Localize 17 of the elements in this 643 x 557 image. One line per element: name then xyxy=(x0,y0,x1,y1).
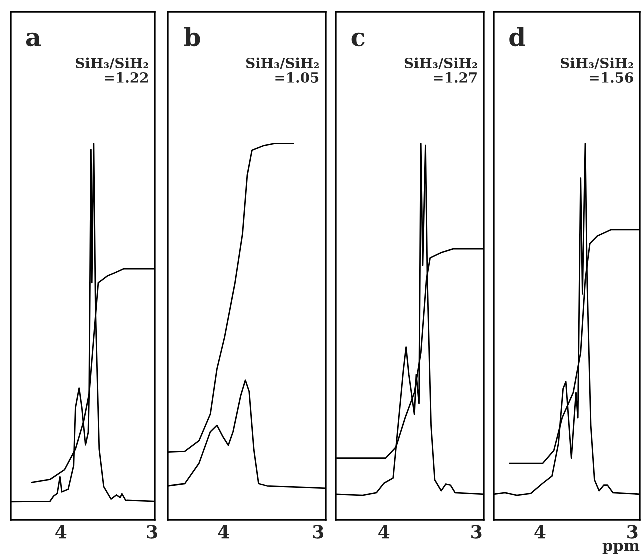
chart-title: b xyxy=(184,27,200,47)
text: SiH₃/SiH₂ =1.56 xyxy=(560,58,634,83)
text: SiH₃/SiH₂ =1.27 xyxy=(404,58,478,83)
x-tick-label: 4 xyxy=(534,525,546,539)
chart-title: d xyxy=(510,27,526,47)
text: SiH₃/SiH₂ =1.05 xyxy=(246,58,319,83)
x-tick-label: 3 xyxy=(147,525,158,539)
chart-title: c xyxy=(352,32,365,47)
text: SiH₃/SiH₂ =1.22 xyxy=(76,58,148,83)
x-tick-label: 4 xyxy=(378,525,390,539)
x-tick-label: 3 xyxy=(628,525,638,539)
x-tick-label: 4 xyxy=(218,525,230,539)
x-tick-label: 3 xyxy=(313,525,324,539)
x-axis-title: ppm xyxy=(602,543,640,554)
chart-title: a xyxy=(26,32,42,47)
x-tick-label: 3 xyxy=(472,525,482,539)
x-tick-label: 4 xyxy=(56,525,67,539)
